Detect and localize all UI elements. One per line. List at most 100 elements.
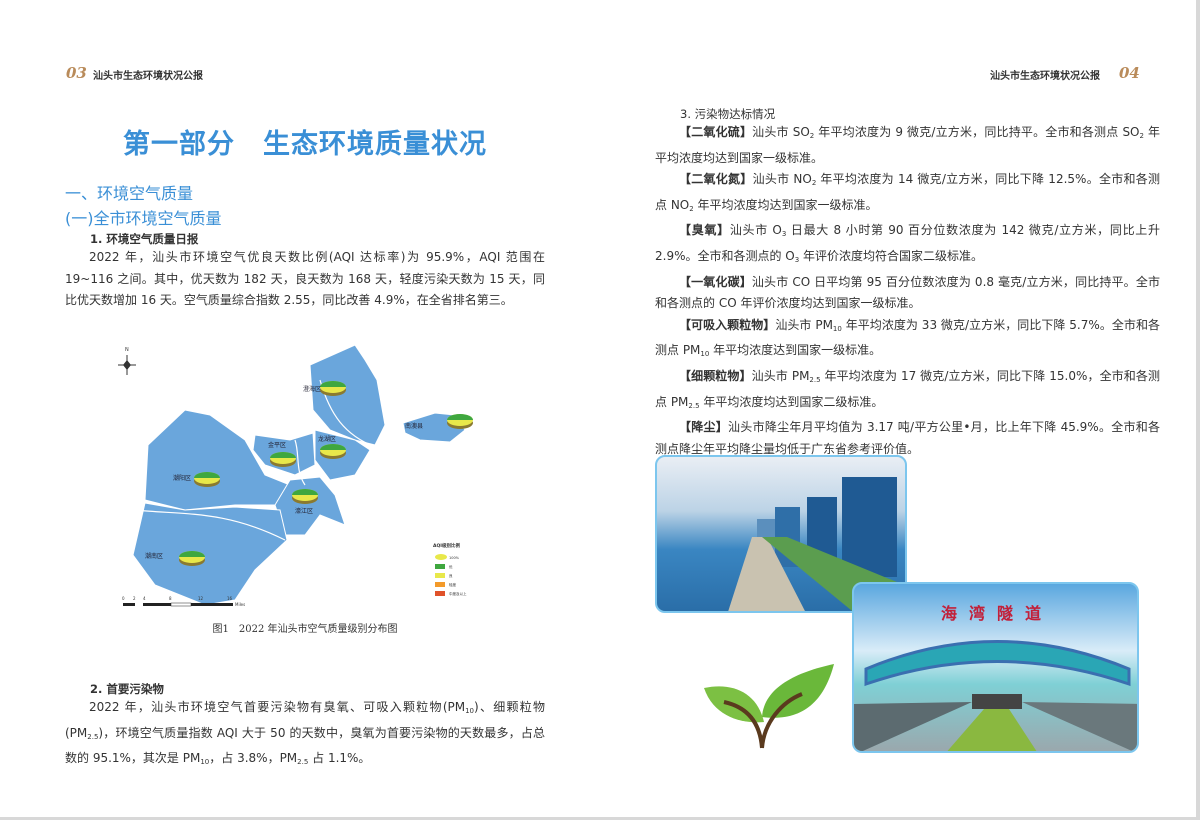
- text-run: 2022 年，汕头市环境空气优良天数比例(AQI 达标率)为 95.9%，AQI…: [65, 250, 545, 308]
- text-run: 汕头市 NO: [752, 172, 812, 187]
- page-edge: [1196, 0, 1200, 820]
- svg-text:8: 8: [169, 596, 172, 601]
- pollutant-label: 【一氧化碳】: [679, 274, 752, 289]
- pollutant-label: 【二氧化氮】: [679, 172, 753, 187]
- text-run: 日最大 8 小时第 90 百分位数浓度为 142 微克/立方米，同比上升 2.9…: [655, 223, 1160, 263]
- page-edge-bottom: [0, 817, 1200, 820]
- paragraph: 【臭氧】汕头市 O3 日最大 8 小时第 90 百分位数浓度为 142 微克/立…: [655, 220, 1160, 271]
- label-chaonan: 潮南区: [145, 552, 163, 560]
- text-run: 汕头市 PM: [751, 368, 810, 383]
- photo-city-waterfront: [655, 455, 907, 613]
- text-run: 年评价浓度均符合国家二级标准。: [799, 248, 984, 263]
- region-chenghai: [309, 344, 386, 446]
- text-run: 年平均浓度均达到国家二级标准。: [699, 394, 884, 409]
- heading-pollutant-compliance: 3. 污染物达标情况: [680, 107, 776, 121]
- region-chaonan: [132, 502, 288, 606]
- text-run: 2022 年，汕头市环境空气首要污染物有臭氧、可吸入颗粒物(PM: [89, 700, 466, 714]
- svg-text:N: N: [125, 347, 129, 353]
- pollutant-label: 【臭氧】: [679, 223, 730, 238]
- section-heading: 一、环境空气质量: [65, 184, 194, 203]
- pollutant-label: 【可吸入颗粒物】: [679, 317, 776, 332]
- text-run: 年平均浓度为 14 微克/立方米，同比下降 12.5%。全市和各测点 NO: [655, 172, 1160, 212]
- subscript: 2: [689, 204, 694, 213]
- svg-text:中度及以上: 中度及以上: [449, 591, 467, 596]
- running-header-right: 汕头市生态环境状况公报: [990, 71, 1100, 82]
- subscript: 2.5: [297, 758, 309, 767]
- tunnel-sign: 海湾隧道: [941, 604, 1053, 623]
- air-quality-map: N 澄海区 南澳县 金平区 龙湖区 潮阳区 濠江区 潮南区 AQI级别比例 10…: [118, 344, 473, 607]
- subscript: 2: [809, 132, 815, 140]
- pie-markers: [179, 381, 473, 566]
- svg-text:0: 0: [122, 596, 125, 601]
- map-legend: AQI级别比例 100% 优 良 轻度 中度及以上: [433, 542, 467, 596]
- subscript: 3: [794, 255, 800, 264]
- paragraph: 【二氧化硫】汕头市 SO2 年平均浓度为 9 微克/立方米，同比持平。全市和各测…: [655, 122, 1160, 169]
- subscript: 10: [200, 758, 210, 767]
- pollutant-label: 【细颗粒物】: [679, 368, 752, 383]
- pollutant-label: 【降尘】: [679, 420, 729, 435]
- subscript: 10: [465, 707, 475, 715]
- text-run: 汕头市 CO 日平均第 95 百分位数浓度为 0.8 毫克/立方米，同比持平。全…: [655, 274, 1160, 311]
- paragraph: 【可吸入颗粒物】汕头市 PM10 年平均浓度为 33 微克/立方米，同比下降 5…: [655, 315, 1160, 366]
- text-run: 年平均浓度为 17 微克/立方米，同比下降 15.0%，全市和各测点 PM: [655, 368, 1160, 409]
- paragraph-primary-pollutant: 2022 年，汕头市环境空气首要污染物有臭氧、可吸入颗粒物(PM10)、细颗粒物…: [65, 697, 545, 774]
- text-run: )，环境空气质量指数 AQI 大于 50 的天数中，臭氧为首要污染物的天数最多，…: [65, 725, 545, 766]
- running-header-left: 汕头市生态环境状况公报: [93, 71, 203, 82]
- text-run: 年平均浓度均达到国家一级标准。: [693, 197, 878, 212]
- text-run: 年平均浓度均达到国家一级标准。: [655, 125, 1160, 165]
- text-run: 汕头市 SO: [752, 125, 810, 139]
- page-number-left: 03: [66, 64, 87, 82]
- subscript: 3: [781, 230, 787, 239]
- svg-text:2: 2: [133, 596, 136, 601]
- text-run: ，占 3.8%，PM: [209, 751, 298, 766]
- text-run: 年平均浓度为 33 微克/立方米，同比下降 5.7%。全市和各测点 PM: [655, 317, 1160, 358]
- svg-text:优: 优: [449, 564, 453, 569]
- svg-text:16: 16: [227, 596, 233, 601]
- paragraph: 【细颗粒物】汕头市 PM2.5 年平均浓度为 17 微克/立方米，同比下降 15…: [655, 366, 1160, 417]
- text-run: 年平均浓度为 9 微克/立方米，同比持平。全市和各测点 SO: [814, 125, 1140, 139]
- text-run: 汕头市 PM: [775, 317, 833, 332]
- label-haojiang: 濠江区: [295, 507, 313, 515]
- text-run: 汕头市 O: [729, 223, 782, 238]
- paragraph: 2022 年，汕头市环境空气首要污染物有臭氧、可吸入颗粒物(PM10)、细颗粒物…: [65, 697, 545, 774]
- text-run: 年平均浓度达到国家一级标准。: [709, 343, 882, 358]
- part-title: 第一部分 生态环境质量状况: [123, 129, 487, 160]
- svg-text:Miles: Miles: [235, 602, 245, 607]
- subscript: 10: [832, 324, 842, 333]
- text-run: 汕头市降尘年月平均值为 3.17 吨/平方公里•月，比上年下降 45.9%。全市…: [655, 420, 1160, 456]
- svg-text:良: 良: [449, 573, 453, 578]
- heading-daily-report: 1. 环境空气质量日报: [90, 232, 199, 246]
- paragraph-daily-report: 2022 年，汕头市环境空气优良天数比例(AQI 达标率)为 95.9%，AQI…: [65, 247, 545, 312]
- paragraph: 【一氧化碳】汕头市 CO 日平均第 95 百分位数浓度为 0.8 毫克/立方米，…: [655, 272, 1160, 315]
- subscript: 10: [700, 350, 710, 359]
- paragraph: 2022 年，汕头市环境空气优良天数比例(AQI 达标率)为 95.9%，AQI…: [65, 247, 545, 312]
- svg-text:100%: 100%: [449, 556, 460, 560]
- pollutant-label: 【二氧化硫】: [679, 125, 753, 139]
- svg-text:AQI级别比例: AQI级别比例: [433, 542, 460, 549]
- svg-text:12: 12: [198, 596, 204, 601]
- text-run: 占 1.1%。: [308, 751, 371, 766]
- svg-text:4: 4: [143, 596, 146, 601]
- north-arrow-icon: N: [118, 347, 136, 375]
- label-nanao: 南澳县: [405, 422, 423, 430]
- heading-primary-pollutant: 2. 首要污染物: [90, 682, 164, 696]
- paragraph: 【二氧化氮】汕头市 NO2 年平均浓度为 14 微克/立方米，同比下降 12.5…: [655, 169, 1160, 220]
- paragraph: 【降尘】汕头市降尘年月平均值为 3.17 吨/平方公里•月，比上年下降 45.9…: [655, 417, 1160, 460]
- subscript: 2: [811, 179, 817, 188]
- label-chenghai: 澄海区: [303, 385, 321, 393]
- label-longhu: 龙湖区: [318, 435, 336, 443]
- label-chaoyang: 潮阳区: [173, 474, 191, 482]
- subscript: 2.5: [688, 401, 700, 410]
- subscript: 2.5: [87, 732, 99, 741]
- subscript: 2: [1139, 132, 1144, 140]
- photo-bay-tunnel: 海湾隧道: [852, 582, 1139, 753]
- label-jinping: 金平区: [268, 441, 286, 449]
- page-number-right: 04: [1119, 64, 1140, 82]
- figure-caption: 图1 2022 年汕头市空气质量级别分布图: [212, 624, 398, 635]
- paragraph-pollutant-compliance: 【二氧化硫】汕头市 SO2 年平均浓度为 9 微克/立方米，同比持平。全市和各测…: [655, 122, 1160, 460]
- text-run: )、细颗粒物(PM: [65, 700, 545, 740]
- subsection-heading: (一)全市环境空气质量: [65, 209, 222, 228]
- svg-text:轻度: 轻度: [449, 582, 457, 587]
- subscript: 2.5: [809, 375, 821, 384]
